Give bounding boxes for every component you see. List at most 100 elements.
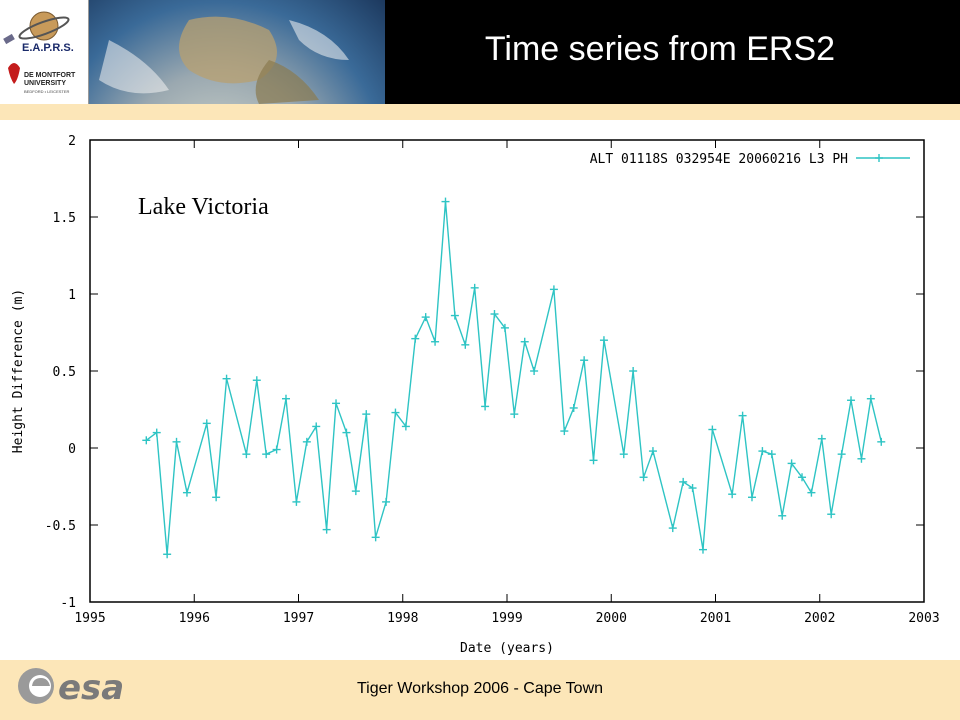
- data-point: [322, 525, 331, 534]
- dmu-logo-text-2: UNIVERSITY: [24, 80, 67, 87]
- data-point: [312, 422, 321, 431]
- data-point: [142, 436, 151, 445]
- data-point: [510, 410, 519, 419]
- data-point: [847, 396, 856, 405]
- data-point: [500, 323, 509, 332]
- data-point: [599, 336, 608, 345]
- data-point: [212, 493, 221, 502]
- data-point: [560, 427, 569, 436]
- data-point: [163, 550, 172, 559]
- earth-image: [89, 0, 385, 104]
- data-point: [302, 437, 311, 446]
- series-markers: [142, 197, 886, 559]
- data-point: [648, 447, 657, 456]
- data-point: [470, 283, 479, 292]
- data-point: [391, 408, 400, 417]
- data-point: [688, 484, 697, 493]
- data-point: [728, 490, 737, 499]
- data-point: [866, 394, 875, 403]
- saturn-logo-icon: [3, 11, 70, 84]
- lake-annotation: Lake Victoria: [138, 194, 269, 220]
- data-point: [698, 545, 707, 554]
- axis-ticks: [89, 139, 925, 603]
- data-point: [679, 477, 688, 486]
- data-point: [857, 454, 866, 463]
- y-tick-label: -0.5: [45, 519, 76, 534]
- x-tick-label: 2000: [596, 611, 627, 626]
- data-point: [371, 533, 380, 542]
- data-point: [252, 376, 261, 385]
- legend-label: ALT 01118S 032954E 20060216 L3 PH: [590, 152, 848, 167]
- x-tick-label: 1999: [491, 611, 522, 626]
- data-point: [807, 488, 816, 497]
- x-tick-label: 1998: [387, 611, 418, 626]
- data-point: [490, 310, 499, 319]
- data-point: [292, 497, 301, 506]
- y-tick-label: -1: [60, 596, 76, 611]
- data-point: [332, 399, 341, 408]
- data-point: [242, 450, 251, 459]
- dmu-logo-text-3: BEDFORD • LEICESTER: [24, 89, 70, 94]
- y-tick-label: 1: [68, 288, 76, 303]
- data-point: [182, 488, 191, 497]
- data-point: [421, 313, 430, 322]
- data-point: [202, 419, 211, 428]
- data-point: [401, 422, 410, 431]
- data-point: [530, 367, 539, 375]
- x-tick-label: 1995: [74, 611, 105, 626]
- x-tick-label: 2002: [804, 611, 835, 626]
- legend-swatch-marker: [875, 154, 883, 162]
- y-tick-label: 1.5: [53, 211, 76, 226]
- data-point: [431, 337, 440, 346]
- data-point: [589, 456, 598, 465]
- data-point: [520, 337, 529, 346]
- slide-title: Time series from ERS2: [484, 30, 836, 68]
- x-tick-label: 2003: [908, 611, 939, 626]
- x-tick-labels: 1995 1996 1997 1998 1999 2000 2001 2002 2003: [74, 611, 939, 626]
- data-point: [481, 402, 490, 411]
- data-point: [580, 356, 589, 365]
- data-point: [411, 334, 420, 343]
- dmu-logo-text-1: DE MONTFORT: [24, 72, 76, 79]
- data-point: [767, 450, 776, 459]
- data-point: [152, 428, 161, 437]
- data-point: [747, 493, 756, 502]
- x-tick-label: 1997: [283, 611, 314, 626]
- data-point: [738, 411, 747, 420]
- data-point: [827, 510, 836, 519]
- data-point: [639, 473, 648, 482]
- data-point: [778, 511, 787, 520]
- data-point: [798, 473, 807, 482]
- data-point: [441, 197, 450, 206]
- plot-panel: [0, 120, 960, 660]
- data-point: [222, 374, 231, 383]
- data-point: [549, 285, 558, 294]
- data-point: [629, 367, 638, 375]
- data-point: [619, 450, 628, 459]
- esa-logo-icon: esa: [18, 668, 124, 708]
- x-tick-label: 1996: [179, 611, 210, 626]
- data-point: [758, 447, 767, 456]
- data-point: [668, 524, 677, 533]
- x-axis-label: Date (years): [460, 641, 554, 656]
- logo-panel: E.A.P.R.S. DE MONTFORT UNIVERSITY BEDFOR…: [0, 0, 89, 104]
- data-point: [877, 437, 886, 446]
- y-tick-label: 2: [68, 134, 76, 149]
- esa-logo-text: esa: [58, 668, 124, 708]
- data-point: [351, 487, 360, 496]
- earth-globe-icon: [89, 0, 385, 104]
- data-point: [569, 403, 578, 412]
- data-point: [281, 394, 290, 403]
- data-point: [787, 459, 796, 468]
- data-point: [272, 445, 281, 454]
- chart: 1995 1996 1997 1998 1999 2000 2001 2002 2003 2 1.…: [11, 134, 940, 656]
- y-axis-label: Height Difference (m): [11, 289, 26, 453]
- data-point: [172, 437, 181, 446]
- data-point: [262, 450, 271, 459]
- data-point: [461, 340, 470, 349]
- data-point: [362, 410, 371, 419]
- eaprs-logo-text: E.A.P.R.S.: [22, 42, 74, 54]
- data-point: [817, 434, 826, 443]
- data-point: [342, 428, 351, 437]
- x-tick-label: 2001: [700, 611, 731, 626]
